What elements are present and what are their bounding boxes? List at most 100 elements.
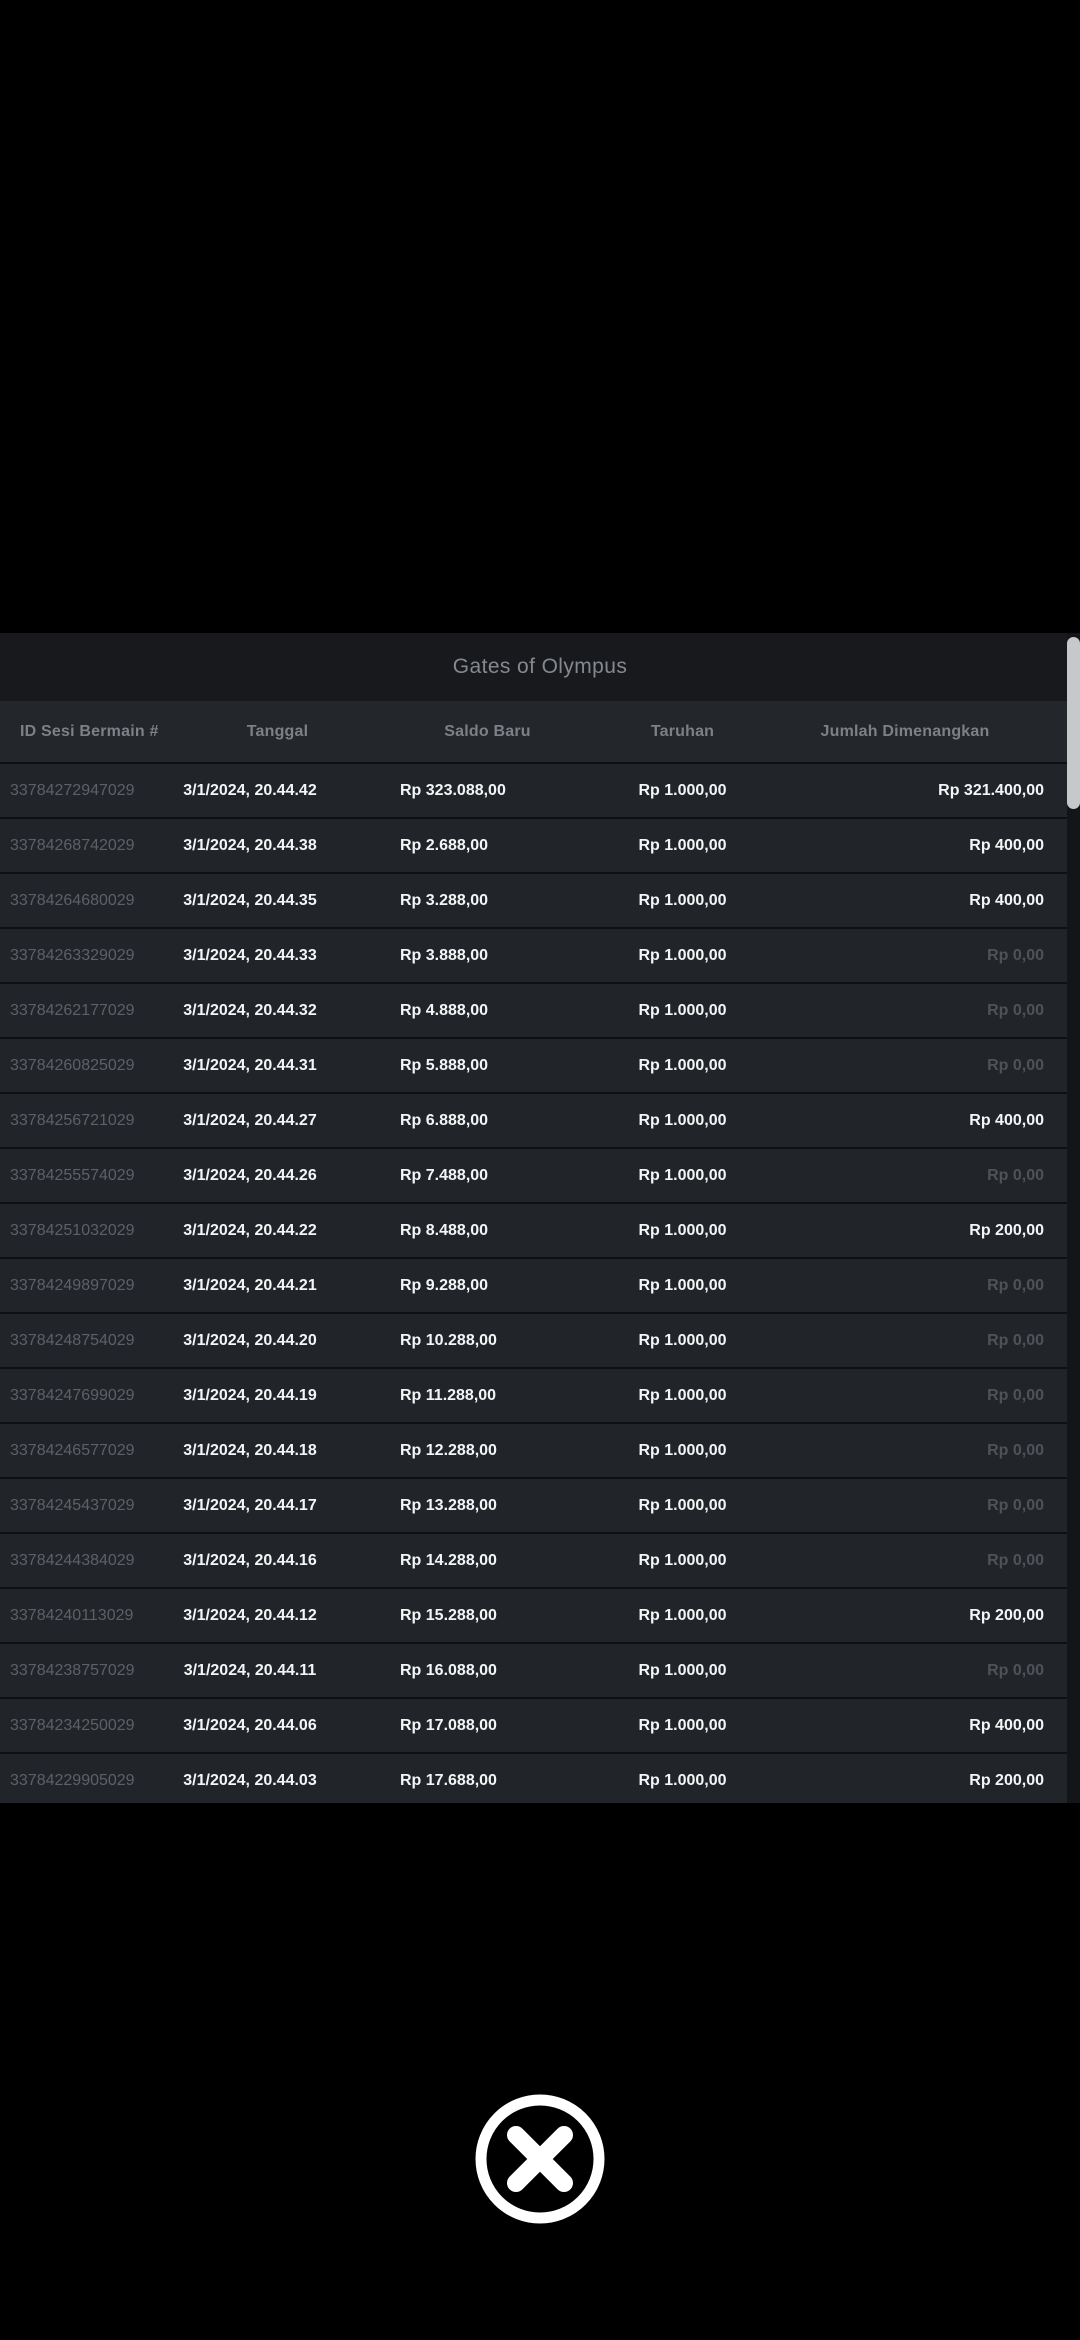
session-id: 33784255574029 — [10, 1166, 135, 1184]
win-amount: Rp 0,00 — [987, 1441, 1044, 1459]
win-amount: Rp 400,00 — [969, 1716, 1044, 1734]
date: 3/1/2024, 20.44.31 — [183, 1056, 317, 1074]
win-amount: Rp 321.400,00 — [938, 781, 1044, 799]
new-balance: Rp 3.288,00 — [400, 891, 489, 909]
bet: Rp 1.000,00 — [638, 1001, 727, 1019]
session-id: 33784247699029 — [10, 1386, 135, 1404]
table-header-row: ID Sesi Bermain # Tanggal Saldo Baru Tar… — [0, 701, 1080, 762]
panel-title-bar: Gates of Olympus — [0, 633, 1080, 701]
table-row: 33784264680029 3/1/2024, 20.44.35 Rp 3.2… — [0, 872, 1080, 927]
date: 3/1/2024, 20.44.27 — [183, 1111, 317, 1129]
new-balance: Rp 16.088,00 — [400, 1661, 497, 1679]
win-amount: Rp 400,00 — [969, 1111, 1044, 1129]
win-amount: Rp 0,00 — [987, 1386, 1044, 1404]
session-id: 33784245437029 — [10, 1496, 135, 1514]
date: 3/1/2024, 20.44.18 — [183, 1441, 317, 1459]
table-row: 33784248754029 3/1/2024, 20.44.20 Rp 10.… — [0, 1312, 1080, 1367]
date: 3/1/2024, 20.44.38 — [183, 836, 317, 854]
date: 3/1/2024, 20.44.06 — [183, 1716, 317, 1734]
session-id: 33784268742029 — [10, 836, 135, 854]
bet: Rp 1.000,00 — [638, 946, 727, 964]
new-balance: Rp 8.488,00 — [400, 1221, 489, 1239]
new-balance: Rp 5.888,00 — [400, 1056, 489, 1074]
bet: Rp 1.000,00 — [638, 1496, 727, 1514]
win-amount: Rp 0,00 — [987, 1276, 1044, 1294]
session-id: 33784244384029 — [10, 1551, 135, 1569]
session-id: 33784264680029 — [10, 891, 135, 909]
session-id: 33784251032029 — [10, 1221, 135, 1239]
bet: Rp 1.000,00 — [638, 891, 727, 909]
new-balance: Rp 2.688,00 — [400, 836, 489, 854]
session-id: 33784238757029 — [10, 1661, 135, 1679]
new-balance: Rp 9.288,00 — [400, 1276, 489, 1294]
column-header-date: Tanggal — [246, 722, 309, 740]
bet: Rp 1.000,00 — [638, 1606, 727, 1624]
date: 3/1/2024, 20.44.16 — [183, 1551, 317, 1569]
date: 3/1/2024, 20.44.11 — [183, 1661, 317, 1679]
new-balance: Rp 17.088,00 — [400, 1716, 497, 1734]
table-row: 33784262177029 3/1/2024, 20.44.32 Rp 4.8… — [0, 982, 1080, 1037]
session-id: 33784246577029 — [10, 1441, 135, 1459]
session-id: 33784256721029 — [10, 1111, 135, 1129]
new-balance: Rp 7.488,00 — [400, 1166, 489, 1184]
date: 3/1/2024, 20.44.33 — [183, 946, 317, 964]
column-header-balance: Saldo Baru — [444, 722, 531, 740]
win-amount: Rp 400,00 — [969, 836, 1044, 854]
scrollbar-thumb[interactable] — [1067, 637, 1080, 809]
new-balance: Rp 17.688,00 — [400, 1771, 497, 1789]
scrollbar-track — [1067, 633, 1080, 1803]
new-balance: Rp 11.288,00 — [400, 1386, 497, 1404]
win-amount: Rp 200,00 — [969, 1771, 1044, 1789]
date: 3/1/2024, 20.44.19 — [183, 1386, 317, 1404]
table-row: 33784240113029 3/1/2024, 20.44.12 Rp 15.… — [0, 1587, 1080, 1642]
win-amount: Rp 0,00 — [987, 946, 1044, 964]
table-row: 33784249897029 3/1/2024, 20.44.21 Rp 9.2… — [0, 1257, 1080, 1312]
bet: Rp 1.000,00 — [638, 1386, 727, 1404]
table-body: 33784272947029 3/1/2024, 20.44.42 Rp 323… — [0, 762, 1080, 1803]
bet: Rp 1.000,00 — [638, 1221, 727, 1239]
session-id: 33784272947029 — [10, 781, 135, 799]
date: 3/1/2024, 20.44.12 — [183, 1606, 317, 1624]
win-amount: Rp 0,00 — [987, 1331, 1044, 1349]
table-row: 33784247699029 3/1/2024, 20.44.19 Rp 11.… — [0, 1367, 1080, 1422]
bet: Rp 1.000,00 — [638, 1276, 727, 1294]
bet: Rp 1.000,00 — [638, 1111, 727, 1129]
date: 3/1/2024, 20.44.32 — [183, 1001, 317, 1019]
close-button[interactable] — [474, 2093, 606, 2225]
column-header-win: Jumlah Dimenangkan — [820, 722, 990, 740]
win-amount: Rp 0,00 — [987, 1661, 1044, 1679]
new-balance: Rp 10.288,00 — [400, 1331, 497, 1349]
new-balance: Rp 4.888,00 — [400, 1001, 489, 1019]
bet: Rp 1.000,00 — [638, 1771, 727, 1789]
bet: Rp 1.000,00 — [638, 1661, 727, 1679]
win-amount: Rp 0,00 — [987, 1496, 1044, 1514]
close-icon — [474, 2093, 606, 2225]
new-balance: Rp 12.288,00 — [400, 1441, 497, 1459]
table-row: 33784268742029 3/1/2024, 20.44.38 Rp 2.6… — [0, 817, 1080, 872]
table-row: 33784255574029 3/1/2024, 20.44.26 Rp 7.4… — [0, 1147, 1080, 1202]
session-id: 33784234250029 — [10, 1716, 135, 1734]
win-amount: Rp 200,00 — [969, 1606, 1044, 1624]
new-balance: Rp 13.288,00 — [400, 1496, 497, 1514]
win-amount: Rp 400,00 — [969, 891, 1044, 909]
bet: Rp 1.000,00 — [638, 1331, 727, 1349]
table-row: 33784260825029 3/1/2024, 20.44.31 Rp 5.8… — [0, 1037, 1080, 1092]
new-balance: Rp 323.088,00 — [400, 781, 506, 799]
session-id: 33784260825029 — [10, 1056, 135, 1074]
new-balance: Rp 6.888,00 — [400, 1111, 489, 1129]
table-row: 33784251032029 3/1/2024, 20.44.22 Rp 8.4… — [0, 1202, 1080, 1257]
win-amount: Rp 0,00 — [987, 1001, 1044, 1019]
win-amount: Rp 0,00 — [987, 1166, 1044, 1184]
table-row: 33784238757029 3/1/2024, 20.44.11 Rp 16.… — [0, 1642, 1080, 1697]
date: 3/1/2024, 20.44.03 — [183, 1771, 317, 1789]
date: 3/1/2024, 20.44.35 — [183, 891, 317, 909]
bet: Rp 1.000,00 — [638, 1056, 727, 1074]
bet: Rp 1.000,00 — [638, 1166, 727, 1184]
session-history-panel: Gates of Olympus ID Sesi Bermain # Tangg… — [0, 633, 1080, 1803]
column-header-session-id: ID Sesi Bermain # — [20, 722, 159, 740]
date: 3/1/2024, 20.44.17 — [183, 1496, 317, 1514]
new-balance: Rp 15.288,00 — [400, 1606, 497, 1624]
game-title: Gates of Olympus — [452, 655, 628, 678]
column-header-bet: Taruhan — [650, 722, 715, 740]
bet: Rp 1.000,00 — [638, 1551, 727, 1569]
